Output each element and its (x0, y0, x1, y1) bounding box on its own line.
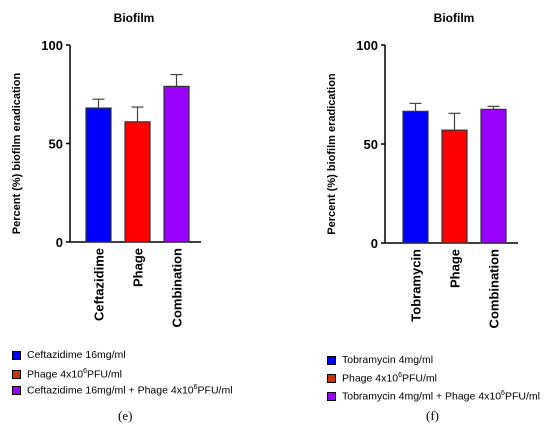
chart1-legend-label-2: Tobramycin 4mg/ml + Phage 4x106PFU/ml (342, 390, 540, 403)
chart1-category-label-1: Phage (448, 249, 463, 288)
chart0-legend-swatch-0 (12, 350, 21, 360)
chart1-bar-1 (441, 129, 468, 244)
chart0-legend-item-2: Ceftazidime 16mg/ml + Phage 4x106PFU/ml (12, 384, 233, 397)
chart0-title: Biofilm (114, 11, 155, 25)
chart1-legend-swatch-2 (327, 391, 336, 401)
chart0-legend-label-2: Ceftazidime 16mg/ml + Phage 4x106PFU/ml (27, 384, 233, 397)
chart0-category-label-2: Combination (170, 248, 185, 327)
chart1-bar-0 (402, 110, 429, 244)
chart0-legend-item-0: Ceftazidime 16mg/ml (12, 349, 126, 361)
chart1-legend-item-2: Tobramycin 4mg/ml + Phage 4x106PFU/ml (327, 390, 540, 403)
chart1-panel-label: (f) (426, 408, 439, 423)
chart1-category-label-0: Tobramycin (409, 249, 424, 322)
chart0-legend-item-1: Phage 4x106PFU/ml (12, 368, 122, 381)
chart0-bar-1 (124, 121, 151, 243)
chart1-y-tick-label-100: 100 (356, 38, 378, 53)
chart0-bar-2 (163, 85, 190, 243)
chart0-legend-label-1: Phage 4x106PFU/ml (27, 368, 122, 381)
chart0-category-label-0: Ceftazidime (92, 248, 107, 321)
chart1-legend-label-1: Phage 4x106PFU/ml (342, 372, 437, 385)
chart0-panel-label: (e) (118, 408, 133, 423)
chart1-legend-swatch-0 (327, 355, 336, 365)
chart0-legend-label-0: Ceftazidime 16mg/ml (27, 349, 126, 361)
chart1-y-axis-label: Percent (%) biofilm eradication (326, 73, 338, 235)
chart0-bar-0 (85, 107, 112, 243)
chart1-bar-2 (480, 108, 507, 244)
chart1-title: Biofilm (434, 11, 475, 25)
chart0-y-tick-label-100: 100 (41, 38, 63, 53)
chart0-legend-swatch-1 (12, 369, 21, 379)
chart1-category-label-2: Combination (487, 249, 502, 328)
chart1-legend-swatch-1 (327, 373, 336, 383)
chart1-legend-item-0: Tobramycin 4mg/ml (327, 354, 433, 366)
chart1-y-tick-label-50: 50 (364, 137, 378, 152)
chart0-category-label-1: Phage (131, 248, 146, 287)
chart0-y-axis-label: Percent (%) biofilm eradication (11, 73, 23, 235)
chart0-y-tick-label-50: 50 (49, 137, 63, 152)
chart0-y-tick-label-0: 0 (56, 235, 63, 250)
chart1-y-tick-label-0: 0 (371, 236, 378, 251)
chart0-legend-swatch-2 (12, 385, 21, 395)
chart1-legend-label-0: Tobramycin 4mg/ml (342, 354, 434, 366)
chart1-legend-item-1: Phage 4x106PFU/ml (327, 372, 437, 385)
